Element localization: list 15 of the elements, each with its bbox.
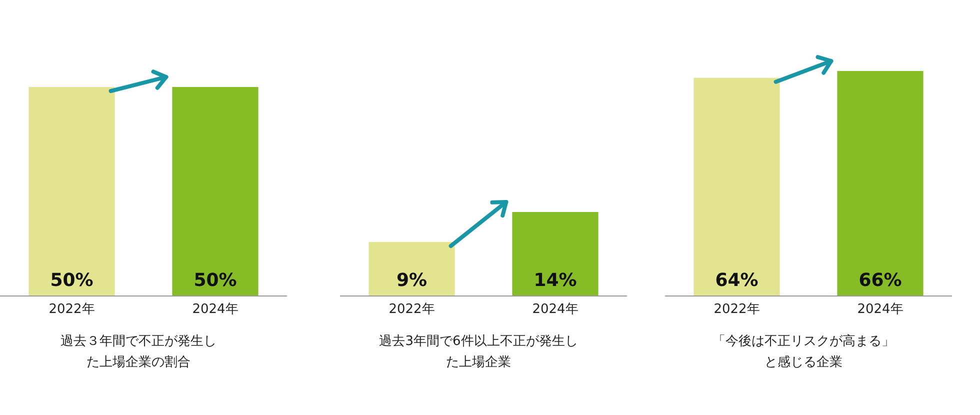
x-axis-title: 過去3年間で6件以上不正が発生した上場企業 [379,334,578,370]
x-tick-label: 2022年 [48,302,95,318]
x-tick-label: 2024年 [857,302,904,318]
data-label: 50% [194,270,237,291]
x-tick-label: 2022年 [388,302,435,318]
x-axis-title: 「今後は不正リスクが高まる」と感じる企業 [712,333,894,370]
x-tick-label: 2024年 [532,302,578,318]
data-label: 50% [50,270,94,291]
data-label: 9% [396,270,428,291]
data-label: 66% [858,270,902,291]
data-label: 14% [534,270,577,291]
x-axis-title: 過去３年間で不正が発生した上場企業の割合 [60,334,216,370]
data-label: 64% [715,270,758,291]
x-tick-label: 2022年 [714,302,760,318]
x-tick-label: 2024年 [192,302,238,318]
